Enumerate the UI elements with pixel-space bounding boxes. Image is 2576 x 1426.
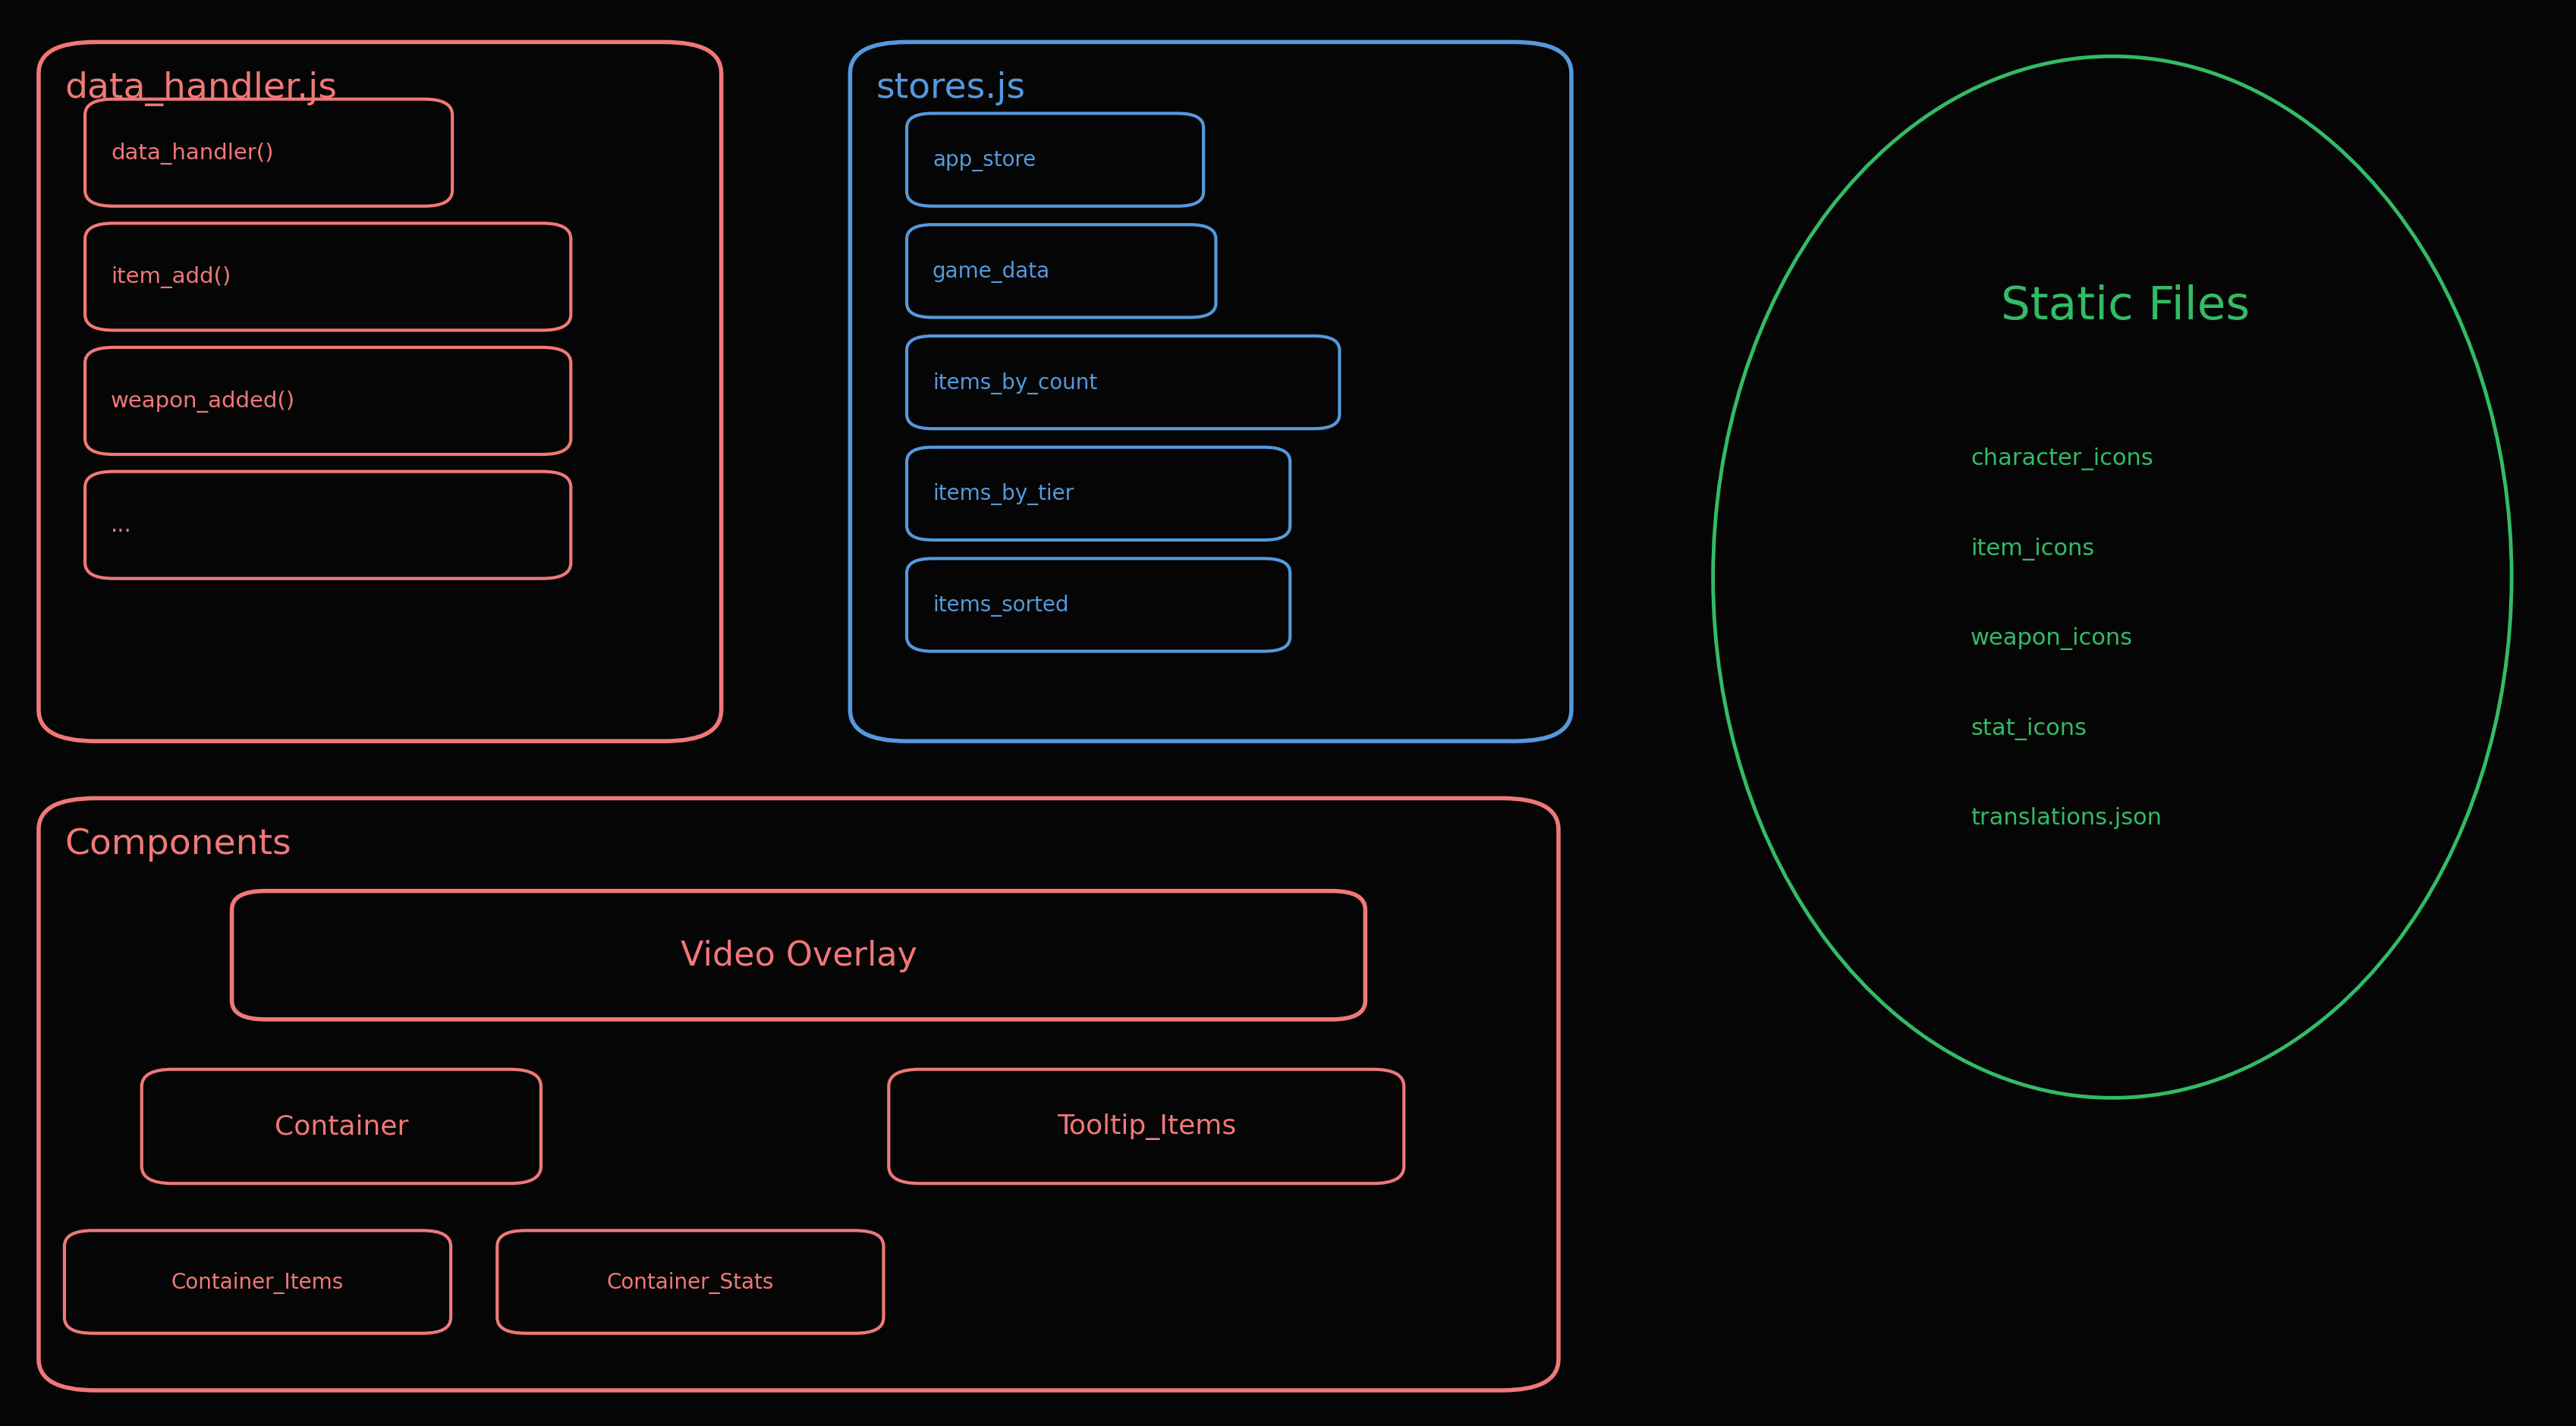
FancyBboxPatch shape — [497, 1231, 884, 1333]
Text: Static Files: Static Files — [2002, 285, 2249, 329]
FancyBboxPatch shape — [39, 43, 721, 742]
Text: items_by_count: items_by_count — [933, 372, 1097, 394]
FancyBboxPatch shape — [85, 100, 453, 207]
Text: item_icons: item_icons — [1971, 538, 2094, 560]
Text: item_add(): item_add() — [111, 267, 232, 288]
FancyBboxPatch shape — [85, 472, 572, 579]
Text: stores.js: stores.js — [876, 71, 1025, 106]
Ellipse shape — [1713, 57, 2512, 1098]
Text: stat_icons: stat_icons — [1971, 717, 2087, 740]
Text: Tooltip_Items: Tooltip_Items — [1056, 1114, 1236, 1139]
Text: Components: Components — [64, 827, 291, 861]
FancyBboxPatch shape — [142, 1070, 541, 1184]
Text: weapon_icons: weapon_icons — [1971, 627, 2133, 650]
Text: Video Overlay: Video Overlay — [680, 940, 917, 971]
Text: Container: Container — [276, 1114, 407, 1139]
FancyBboxPatch shape — [907, 559, 1291, 652]
FancyBboxPatch shape — [889, 1070, 1404, 1184]
Text: weapon_added(): weapon_added() — [111, 391, 296, 412]
Text: items_sorted: items_sorted — [933, 595, 1069, 616]
Text: data_handler(): data_handler() — [111, 143, 273, 164]
FancyBboxPatch shape — [85, 224, 572, 331]
FancyBboxPatch shape — [39, 799, 1558, 1390]
FancyBboxPatch shape — [907, 225, 1216, 318]
FancyBboxPatch shape — [85, 348, 572, 455]
Text: ...: ... — [111, 515, 131, 536]
Text: app_store: app_store — [933, 150, 1036, 171]
FancyBboxPatch shape — [907, 114, 1203, 207]
Text: Container_Stats: Container_Stats — [608, 1271, 773, 1293]
Text: items_by_tier: items_by_tier — [933, 483, 1074, 505]
Text: Container_Items: Container_Items — [173, 1271, 343, 1293]
FancyBboxPatch shape — [907, 448, 1291, 540]
FancyBboxPatch shape — [64, 1231, 451, 1333]
FancyBboxPatch shape — [850, 43, 1571, 742]
Text: data_handler.js: data_handler.js — [64, 71, 337, 106]
Text: game_data: game_data — [933, 261, 1051, 282]
Text: translations.json: translations.json — [1971, 807, 2161, 829]
Text: character_icons: character_icons — [1971, 448, 2154, 471]
FancyBboxPatch shape — [232, 891, 1365, 1020]
FancyBboxPatch shape — [907, 337, 1340, 429]
